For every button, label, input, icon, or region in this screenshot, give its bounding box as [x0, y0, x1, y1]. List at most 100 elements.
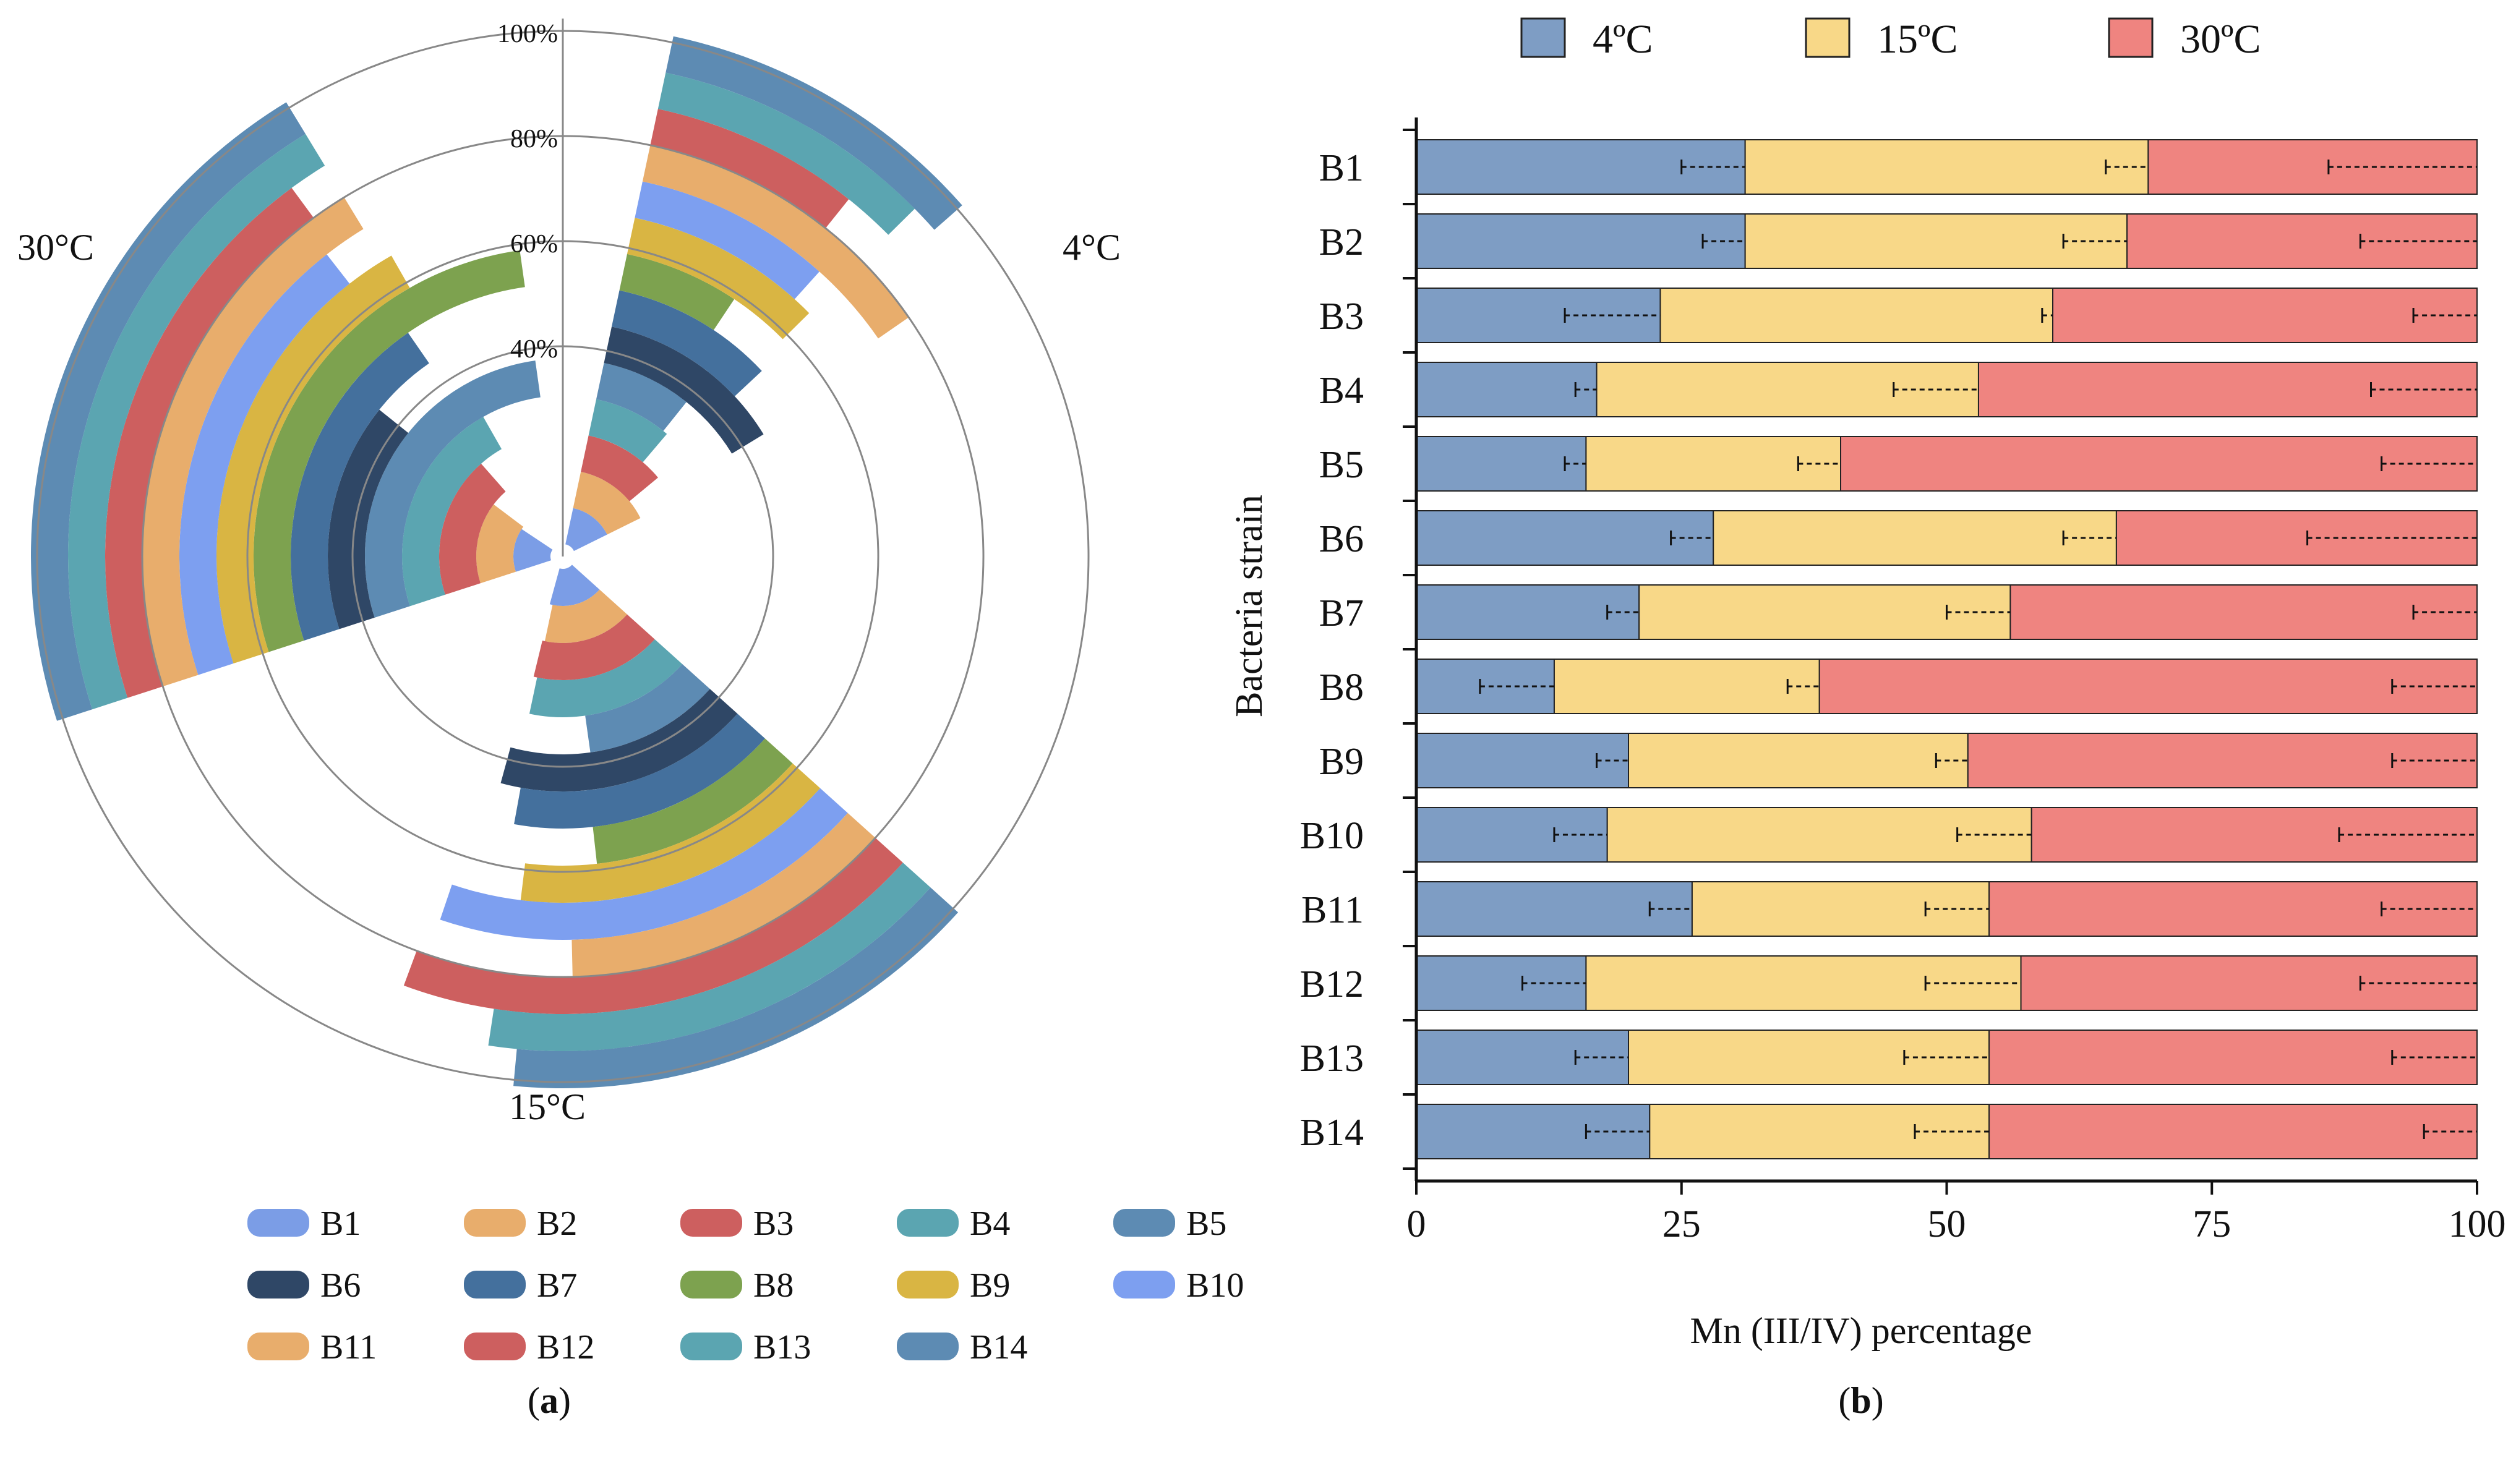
bar-B14-30ºC: [1988, 1104, 2478, 1159]
y-tick-label-B1: B1: [1319, 147, 1364, 189]
radial-legend-label-B5: B5: [1186, 1205, 1226, 1243]
x-tick-label-4: 100: [2449, 1203, 2506, 1245]
x-axis-label: Mn (III/IV) percentage: [1690, 1310, 2032, 1351]
radial-tick-label-1: 60%: [510, 230, 558, 258]
radial-legend-swatch-B2: [464, 1209, 526, 1237]
radial-legend-label-B12: B12: [537, 1328, 594, 1367]
bar-B14-4ºC: [1416, 1104, 1651, 1159]
bar-B11-30ºC: [1988, 881, 2478, 937]
bar-B12-30ºC: [2020, 955, 2478, 1011]
bar-B6-4ºC: [1416, 510, 1714, 566]
ring-B3-1: [533, 614, 655, 680]
radial-legend-label-B14: B14: [970, 1328, 1027, 1367]
ring-B2-2: [476, 504, 524, 584]
radial-legend-label-B11: B11: [320, 1328, 377, 1367]
radial-category-label-1: 15°C: [509, 1086, 586, 1127]
ring-B13-1: [488, 863, 931, 1051]
radial-legend-swatch-B7: [464, 1271, 526, 1298]
panel-b-label: b: [1851, 1380, 1871, 1421]
error-bars: [1479, 160, 2477, 1139]
bar-B9-15ºC: [1628, 733, 1969, 788]
radial-legend-swatch-B14: [897, 1333, 959, 1360]
bar-B1-30ºC: [2147, 139, 2478, 195]
y-tick-label-B7: B7: [1319, 592, 1364, 634]
ring-B10-2: [179, 254, 350, 675]
bar-legend: 4ºC 15ºC 30ºC: [1520, 17, 2261, 62]
ring-B8-2: [254, 250, 525, 652]
bar-B2-30ºC: [2126, 213, 2478, 269]
y-tick-label-B6: B6: [1319, 518, 1364, 560]
ring-B14-0: [665, 36, 962, 230]
bar-B12-15ºC: [1585, 955, 2022, 1011]
radial-category-label-2: 30°C: [17, 227, 94, 268]
ring-B1-2: [513, 529, 553, 572]
panel-a-label: a: [540, 1380, 558, 1421]
ring-B4-1: [529, 639, 683, 717]
radial-legend-swatch-B1: [247, 1209, 309, 1237]
ring-B5-2: [365, 360, 541, 618]
radial-legend-label-B9: B9: [970, 1266, 1010, 1305]
panel-a-caption: (a): [528, 1380, 571, 1421]
ring-B14-2: [30, 102, 306, 721]
bar-B14-15ºC: [1649, 1104, 1990, 1159]
bar-B9-30ºC: [1967, 733, 2478, 788]
y-tick-label-B13: B13: [1300, 1038, 1364, 1080]
radial-legend-label-B6: B6: [320, 1266, 361, 1305]
ring-B10-1: [440, 788, 848, 940]
ring-B3-2: [439, 463, 506, 595]
y-tick-label-B9: B9: [1319, 741, 1364, 783]
ring-B9-0: [627, 218, 810, 339]
bar-legend-swatch-1: [1805, 17, 1851, 58]
x-tick-label-2: 50: [1928, 1203, 1966, 1245]
bar-legend-label-1: 15ºC: [1877, 17, 1958, 62]
radial-category-labels: 4°C 15°C 30°C: [17, 227, 1121, 1127]
bar-B6-15ºC: [1713, 510, 2117, 566]
y-axis-label: Bacteria strain: [1228, 495, 1270, 717]
ring-B3-0: [581, 435, 658, 501]
y-tick-label-B5: B5: [1319, 444, 1364, 486]
y-tick-label-B10: B10: [1300, 815, 1364, 857]
radial-legend-swatch-B4: [897, 1209, 959, 1237]
bar-B11-15ºC: [1691, 881, 1990, 937]
y-tick-label-B4: B4: [1319, 370, 1364, 412]
ring-B12-2: [105, 187, 314, 698]
y-tick-label-B8: B8: [1319, 667, 1364, 709]
ring-B11-1: [571, 812, 876, 977]
bar-B8-15ºC: [1553, 659, 1820, 714]
bar-B1-4ºC: [1416, 139, 1746, 195]
ring-B11-2: [142, 197, 364, 687]
radial-category-label-0: 4°C: [1063, 227, 1121, 268]
bar-axes: B1 B2 B3 B4 B5 B6 B7 B8 B9 B10 B11 B12 B13 B14 0 25 50 75…: [1300, 117, 2506, 1245]
radial-legend-label-B1: B1: [320, 1205, 361, 1243]
bar-B9-4ºC: [1416, 733, 1629, 788]
bar-legend-swatch-2: [2108, 17, 2154, 58]
ring-B9-2: [216, 255, 410, 664]
ring-B7-2: [290, 333, 429, 641]
radial-chart: 40% 60% 80% 100% 4°C 15°C 30°C B1 B2 B3 B4 B5 B6 B7…: [17, 19, 1244, 1367]
bar-B2-4ºC: [1416, 213, 1746, 269]
ring-B12-0: [650, 109, 849, 229]
bar-B8-30ºC: [1818, 659, 2478, 714]
bar-B3-4ºC: [1416, 288, 1661, 343]
ring-B10-0: [635, 181, 819, 299]
bar-B11-4ºC: [1416, 881, 1693, 937]
bar-B13-15ºC: [1628, 1030, 1990, 1085]
radial-tick-label-0: 40%: [510, 335, 558, 364]
bar-B6-30ºC: [2115, 510, 2478, 566]
panel-b-caption: (b): [1838, 1380, 1883, 1421]
bar-B5-4ºC: [1416, 436, 1587, 492]
radial-tick-label-3: 100%: [497, 20, 558, 48]
ring-B14-1: [513, 887, 959, 1088]
radial-gridlines: [36, 19, 1090, 1083]
bar-legend-label-0: 4ºC: [1593, 17, 1653, 62]
ring-B6-2: [328, 409, 409, 629]
ring-B1-0: [565, 508, 607, 552]
ring-B4-2: [401, 417, 502, 607]
bar-legend-swatch-0: [1520, 17, 1566, 58]
ring-B7-1: [514, 714, 765, 829]
y-tick-label-B11: B11: [1301, 889, 1364, 931]
bar-B4-4ºC: [1416, 362, 1598, 417]
ring-B2-0: [573, 472, 641, 535]
y-tick-label-B12: B12: [1300, 963, 1364, 1005]
